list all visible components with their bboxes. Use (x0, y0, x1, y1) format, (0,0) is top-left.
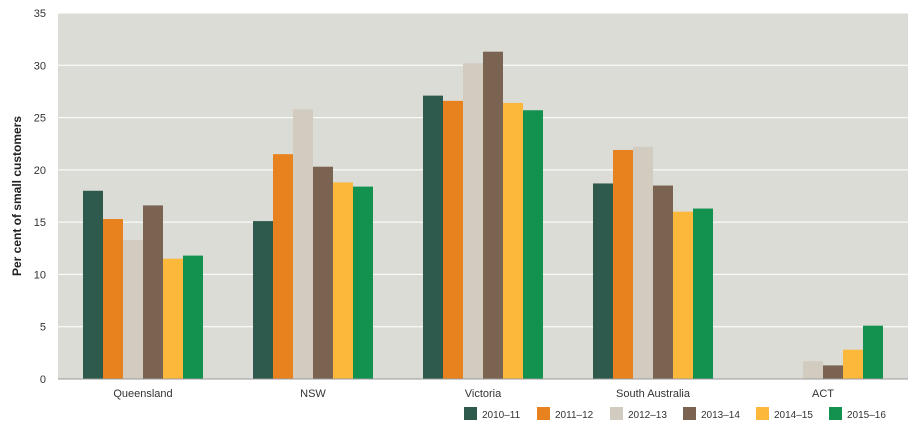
bar (633, 146, 653, 379)
bar (503, 102, 523, 379)
bar (103, 219, 123, 379)
legend-swatch (537, 407, 550, 420)
legend-swatch (683, 407, 696, 420)
legend-label: 2013–14 (701, 410, 740, 421)
bar (143, 205, 163, 379)
bar (313, 166, 333, 379)
y-tick-label: 10 (34, 269, 46, 281)
bar (123, 239, 143, 379)
y-tick-label: 20 (34, 165, 46, 177)
bar (183, 255, 203, 379)
bar (463, 63, 483, 380)
y-axis-label: Per cent of small customers (10, 116, 24, 276)
bar (803, 361, 823, 379)
bar (333, 182, 353, 379)
bar (843, 349, 863, 379)
legend-label: 2012–13 (628, 410, 667, 421)
legend-swatch (829, 407, 842, 420)
bar (863, 325, 883, 379)
x-category-label: Victoria (465, 388, 502, 400)
bar (83, 190, 103, 379)
x-category-label: NSW (300, 388, 326, 400)
bar (443, 100, 463, 379)
bar (293, 109, 313, 379)
bar (613, 149, 633, 379)
legend-label: 2010–11 (482, 410, 521, 421)
bar (653, 185, 673, 379)
bar (483, 51, 503, 379)
y-tick-label: 15 (34, 217, 46, 229)
y-tick-label: 5 (40, 322, 46, 334)
x-axis-categories: Queensland NSW Victoria South Australia ACT (113, 388, 834, 400)
bar (273, 154, 293, 379)
bar (523, 110, 543, 379)
y-tick-label: 25 (34, 113, 46, 125)
x-category-label: Queensland (113, 388, 172, 400)
x-category-label: South Australia (616, 388, 691, 400)
legend-swatch (610, 407, 623, 420)
bars (83, 51, 883, 380)
bar (253, 221, 273, 379)
bar (163, 258, 183, 379)
bar (673, 211, 693, 379)
y-axis-ticks: 0 5 10 15 20 25 30 35 (34, 8, 46, 386)
legend-label: 2011–12 (555, 410, 594, 421)
y-tick-label: 0 (40, 374, 46, 386)
bar (353, 186, 373, 379)
y-tick-label: 35 (34, 8, 46, 20)
legend-label: 2014–15 (774, 410, 813, 421)
x-category-label: ACT (812, 388, 834, 400)
legend: 2010–11 2011–12 2012–13 2013–14 2014–15 2015–… (464, 407, 886, 421)
bar (423, 95, 443, 380)
bar (823, 365, 843, 379)
bar (593, 183, 613, 379)
legend-label: 2015–16 (847, 410, 886, 421)
legend-swatch (756, 407, 769, 420)
bar (693, 208, 713, 379)
y-tick-label: 30 (34, 60, 46, 72)
legend-swatch (464, 407, 477, 420)
